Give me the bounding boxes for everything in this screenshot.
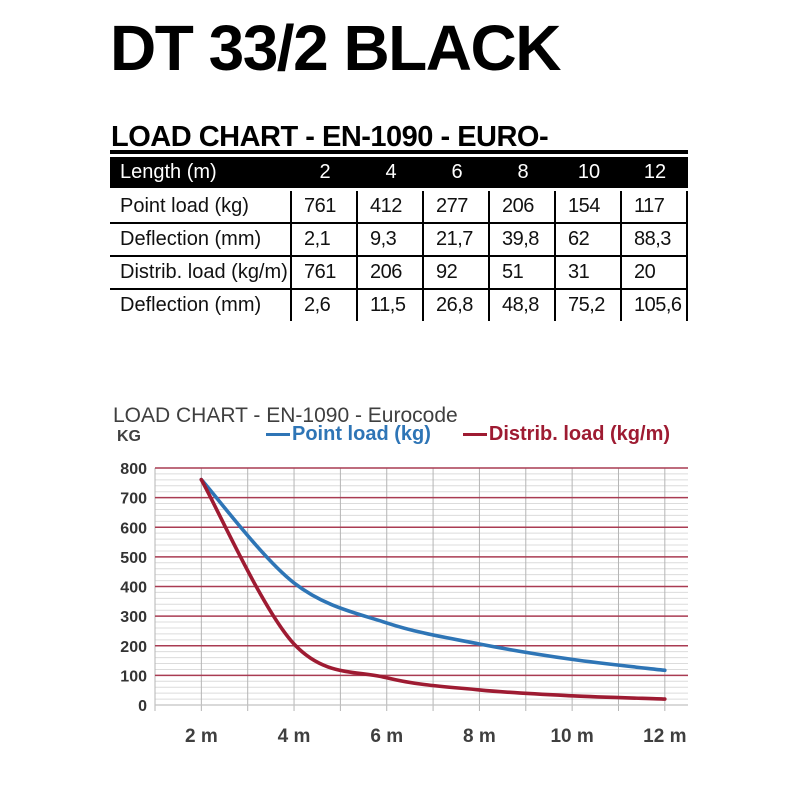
product-title: DT 33/2 BLACK	[110, 12, 561, 84]
heading-divider	[110, 150, 688, 154]
y-tick-label: 200	[120, 639, 147, 656]
value-cell: 206	[490, 191, 556, 222]
value-cell: 117	[622, 191, 688, 222]
header-row: Length (m) 2 4 6 8 10 12	[110, 157, 688, 191]
row-label: Deflection (mm)	[110, 222, 292, 255]
y-axis-unit-label: KG	[117, 428, 141, 445]
value-cell: 2,6	[292, 288, 358, 321]
series-curve-distrib-load-kg-m	[199, 477, 667, 701]
y-tick-label: 500	[120, 550, 147, 567]
load-table: Length (m) 2 4 6 8 10 12 Point load (kg) 761 412…	[110, 157, 688, 321]
header-length-10: 10	[556, 157, 622, 191]
value-cell: 761	[292, 191, 358, 222]
y-tick-label: 600	[120, 520, 147, 537]
value-cell: 48,8	[490, 288, 556, 321]
header-length-4: 4	[358, 157, 424, 191]
value-cell: 92	[424, 255, 490, 288]
table-row: Deflection (mm) 2,1 9,3 21,7 39,8 62 88,3	[110, 222, 688, 255]
value-cell: 39,8	[490, 222, 556, 255]
value-cell: 761	[292, 255, 358, 288]
value-cell: 75,2	[556, 288, 622, 321]
x-tick-label: 4 m	[278, 726, 311, 747]
y-tick-label: 400	[120, 580, 147, 597]
value-cell: 20	[622, 255, 688, 288]
x-tick-label: 2 m	[185, 726, 218, 747]
y-tick-label: 100	[120, 668, 147, 685]
legend-item: Point load (kg)	[266, 423, 431, 446]
x-tick-label: 6 m	[370, 726, 403, 747]
legend-line-swatch	[266, 433, 290, 436]
table-row: Point load (kg) 761 412 277 206 154 117	[110, 191, 688, 222]
value-cell: 88,3	[622, 222, 688, 255]
y-tick-label: 700	[120, 491, 147, 508]
value-cell: 62	[556, 222, 622, 255]
value-cell: 31	[556, 255, 622, 288]
header-length-8: 8	[490, 157, 556, 191]
load-table-body: Point load (kg) 761 412 277 206 154 117 Deflect…	[110, 191, 688, 321]
load-table-head: Length (m) 2 4 6 8 10 12	[110, 157, 688, 191]
value-cell: 51	[490, 255, 556, 288]
value-cell: 26,8	[424, 288, 490, 321]
header-label-cell: Length (m)	[110, 157, 292, 191]
x-tick-label: 12 m	[643, 726, 686, 747]
table-row: Deflection (mm) 2,6 11,5 26,8 48,8 75,2 105,6	[110, 288, 688, 321]
load-chart-canvas: 0 100 200 300 400 500 600 700 800 2 m 4 m 6 m 8 m 10 …	[120, 461, 688, 747]
value-cell: 412	[358, 191, 424, 222]
row-label: Distrib. load (kg/m)	[110, 255, 292, 288]
value-cell: 206	[358, 255, 424, 288]
legend-line-swatch	[462, 433, 487, 436]
value-cell: 9,3	[358, 222, 424, 255]
header-length-2: 2	[292, 157, 358, 191]
x-tick-label: 8 m	[463, 726, 496, 747]
legend-item: Distrib. load (kg/m)	[462, 423, 671, 446]
x-tick-label: 10 m	[550, 726, 593, 747]
value-cell: 277	[424, 191, 490, 222]
series-curve-point-load-kg	[199, 477, 667, 673]
header-length-6: 6	[424, 157, 490, 191]
table-row: Distrib. load (kg/m) 761 206 92 51 31 20	[110, 255, 688, 288]
row-label: Deflection (mm)	[110, 288, 292, 321]
value-cell: 11,5	[358, 288, 424, 321]
y-tick-label: 300	[120, 609, 147, 626]
value-cell: 105,6	[622, 288, 688, 321]
chart-legend: Point load (kg) Distrib. load (kg/m)	[266, 423, 670, 446]
value-cell: 2,1	[292, 222, 358, 255]
y-tick-label: 800	[120, 461, 147, 478]
header-length-12: 12	[622, 157, 688, 191]
row-label: Point load (kg)	[110, 191, 292, 222]
y-tick-label: 0	[138, 698, 147, 715]
value-cell: 21,7	[424, 222, 490, 255]
legend-label: Distrib. load (kg/m)	[488, 423, 671, 445]
chart-title: LOAD CHART - EN-1090 - Eurocode	[113, 404, 458, 427]
value-cell: 154	[556, 191, 622, 222]
legend-label: Point load (kg)	[292, 423, 431, 445]
load-chart-heading: LOAD CHART - EN-1090 - EURO-	[111, 121, 549, 153]
